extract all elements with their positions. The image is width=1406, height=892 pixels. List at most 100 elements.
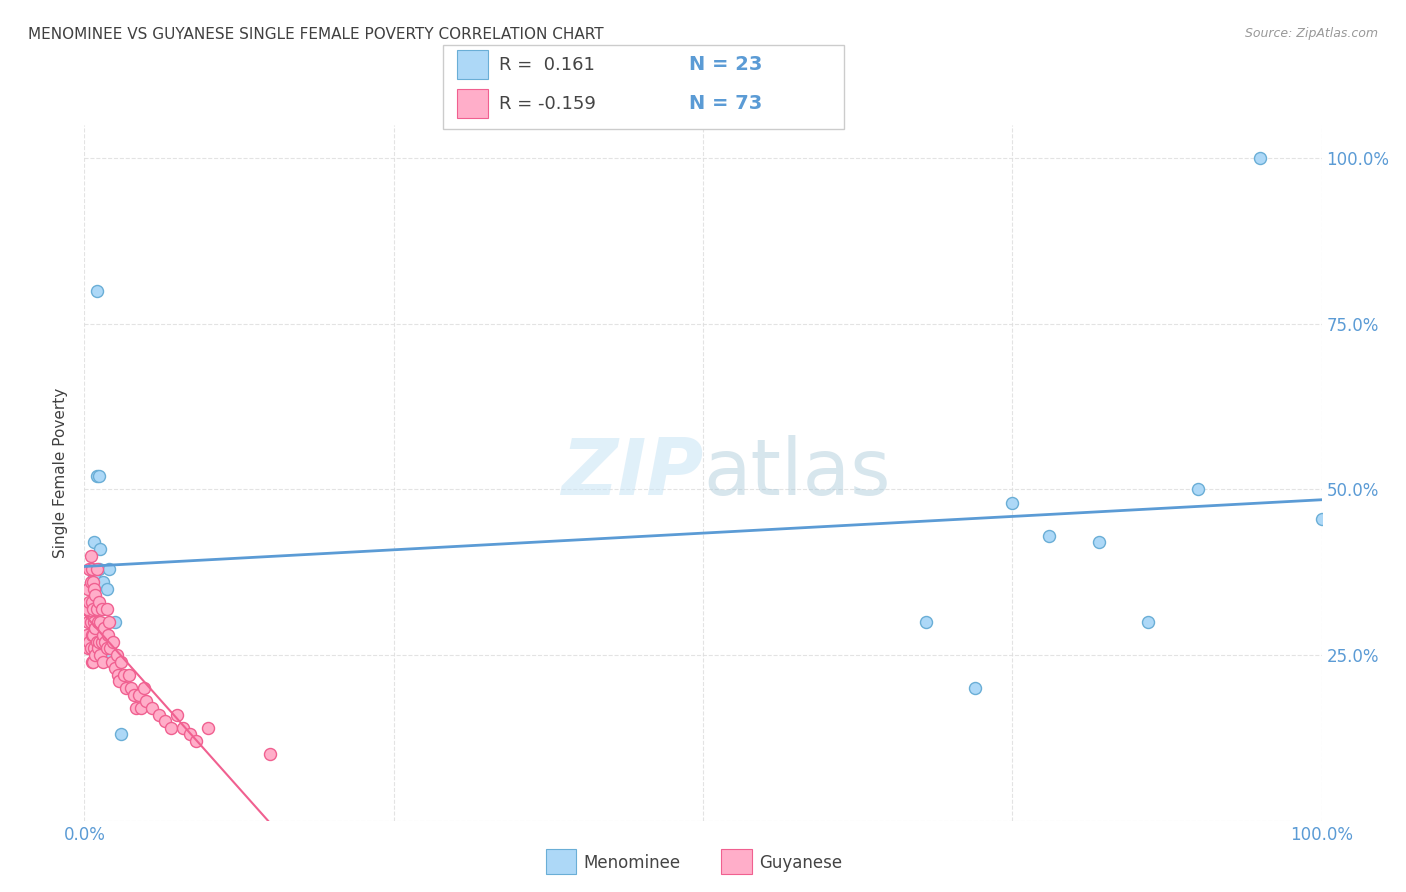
Point xyxy=(132,681,155,695)
Point xyxy=(100,655,122,669)
Point xyxy=(104,661,127,675)
Point xyxy=(89,634,111,648)
Point xyxy=(82,628,104,642)
Point xyxy=(82,601,104,615)
Point xyxy=(135,694,157,708)
Point xyxy=(89,541,111,556)
Point xyxy=(1001,495,1024,509)
Point xyxy=(80,595,103,609)
Point xyxy=(77,615,100,629)
Point xyxy=(82,655,104,669)
Point xyxy=(110,655,132,669)
Point xyxy=(79,634,101,648)
Point xyxy=(83,582,105,596)
Point xyxy=(129,701,152,715)
Point xyxy=(108,674,131,689)
Point xyxy=(79,549,101,563)
Point xyxy=(141,701,163,715)
Point xyxy=(96,601,118,615)
Point xyxy=(86,284,108,298)
Text: R = -0.159: R = -0.159 xyxy=(499,95,596,112)
Point xyxy=(89,615,111,629)
Point xyxy=(98,562,121,576)
Text: N = 73: N = 73 xyxy=(689,94,762,113)
Point xyxy=(86,634,108,648)
Point xyxy=(197,721,219,735)
Point xyxy=(259,747,281,762)
Point xyxy=(98,641,121,656)
Point xyxy=(79,641,101,656)
Point xyxy=(87,641,110,656)
Point xyxy=(83,615,105,629)
Point xyxy=(115,681,138,695)
Point xyxy=(91,601,114,615)
Text: MENOMINEE VS GUYANESE SINGLE FEMALE POVERTY CORRELATION CHART: MENOMINEE VS GUYANESE SINGLE FEMALE POVE… xyxy=(28,27,603,42)
Point xyxy=(80,655,103,669)
Point xyxy=(128,688,150,702)
Point xyxy=(1038,529,1060,543)
Point xyxy=(86,562,108,576)
Point xyxy=(91,628,114,642)
Point xyxy=(77,582,100,596)
Point xyxy=(86,469,108,483)
Point xyxy=(125,701,148,715)
Point xyxy=(166,707,188,722)
Point xyxy=(91,575,114,590)
Point xyxy=(148,707,170,722)
Point xyxy=(79,615,101,629)
Point xyxy=(97,628,120,642)
Text: atlas: atlas xyxy=(703,434,890,511)
Point xyxy=(100,648,122,662)
Text: N = 23: N = 23 xyxy=(689,55,762,74)
Point xyxy=(82,575,104,590)
Point xyxy=(76,601,98,615)
Text: R =  0.161: R = 0.161 xyxy=(499,55,595,73)
Y-axis label: Single Female Poverty: Single Female Poverty xyxy=(53,388,69,558)
Point xyxy=(76,628,98,642)
Point xyxy=(101,634,124,648)
Point xyxy=(965,681,987,695)
Point xyxy=(86,601,108,615)
Point xyxy=(118,668,141,682)
Point xyxy=(1187,483,1209,497)
Text: ZIP: ZIP xyxy=(561,434,703,511)
Point xyxy=(96,641,118,656)
Point xyxy=(914,615,936,629)
Point xyxy=(80,562,103,576)
Point xyxy=(1137,615,1160,629)
Text: Menominee: Menominee xyxy=(583,855,681,872)
Point xyxy=(1249,151,1271,165)
Point xyxy=(90,634,112,648)
Point xyxy=(172,721,194,735)
Point xyxy=(79,562,101,576)
Point xyxy=(1088,535,1111,549)
Point xyxy=(90,601,112,615)
Point xyxy=(1310,512,1333,526)
Point xyxy=(87,615,110,629)
Point xyxy=(89,648,111,662)
Point xyxy=(79,595,101,609)
Point xyxy=(98,615,121,629)
Point xyxy=(110,727,132,741)
Point xyxy=(84,648,107,662)
Point xyxy=(91,655,114,669)
Point xyxy=(96,582,118,596)
Point xyxy=(122,688,145,702)
Point xyxy=(153,714,176,729)
Point xyxy=(107,668,129,682)
Point xyxy=(83,568,105,582)
Point xyxy=(184,734,207,748)
Point xyxy=(89,469,111,483)
Point xyxy=(94,634,117,648)
Point xyxy=(120,681,142,695)
Point xyxy=(93,622,115,636)
Point xyxy=(79,575,101,590)
Point xyxy=(112,668,135,682)
Point xyxy=(77,641,100,656)
Point xyxy=(83,535,105,549)
Point xyxy=(83,641,105,656)
Point xyxy=(84,622,107,636)
Point xyxy=(104,615,127,629)
Point xyxy=(89,595,111,609)
Text: Guyanese: Guyanese xyxy=(759,855,842,872)
